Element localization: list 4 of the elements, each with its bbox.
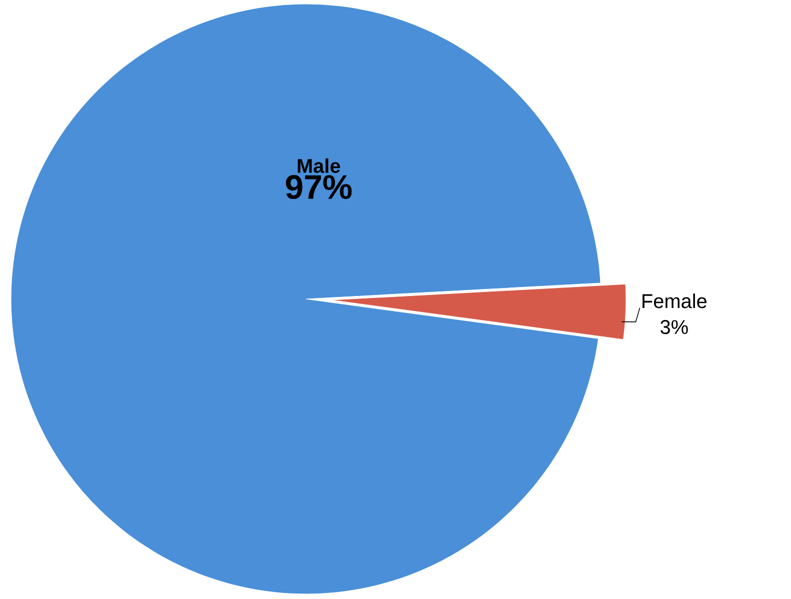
data-label: 3% [660,320,688,334]
data-label: 97% [286,175,352,200]
slice-label: Male [298,158,340,173]
slice-label: Female [642,294,706,308]
